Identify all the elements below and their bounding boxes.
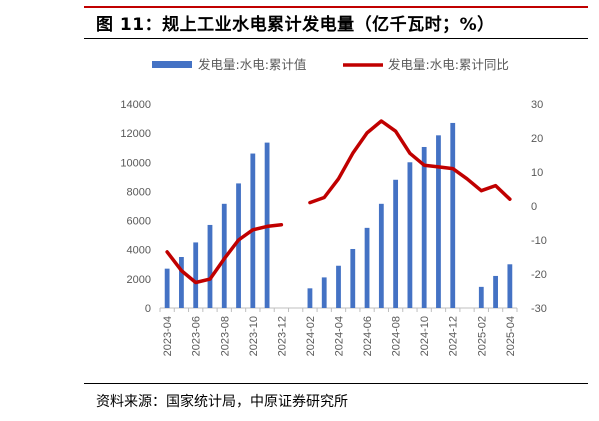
bar (393, 179, 399, 308)
y-left-tick-label: 8000 (127, 186, 151, 198)
y-left-tick-label: 10000 (120, 157, 151, 169)
bar (164, 268, 170, 308)
bar (378, 203, 384, 308)
source-rule (84, 383, 588, 384)
bar (207, 224, 213, 308)
y-right-tick-label: 0 (531, 201, 537, 213)
bar (321, 277, 327, 308)
bar (421, 146, 427, 308)
y-left-tick-label: 6000 (127, 216, 151, 228)
title-rule (84, 38, 588, 39)
chart-title: 图 11：规上工业水电累计发电量（亿千瓦时；%） (96, 15, 495, 35)
y-left-tick-label: 14000 (120, 99, 151, 111)
y-right-tick-label: -20 (531, 269, 547, 281)
bar (236, 183, 241, 308)
y-left-tick-label: 4000 (127, 245, 151, 257)
x-tick-label: 2023-10 (248, 316, 260, 356)
legend-bar-swatch (152, 61, 192, 68)
bar (193, 242, 199, 308)
y-right-tick-label: 30 (531, 99, 543, 111)
bar (478, 286, 484, 308)
bar (336, 265, 341, 308)
x-tick-label: 2023-12 (276, 316, 288, 356)
top-rule (84, 6, 588, 8)
y-left-tick-label: 12000 (120, 128, 151, 140)
bar (450, 122, 456, 308)
x-tick-label: 2025-04 (505, 316, 517, 356)
x-tick-label: 2023-06 (191, 316, 203, 356)
line-series-segment (165, 222, 284, 285)
y-right-tick-label: -10 (531, 235, 547, 247)
bar (436, 135, 441, 308)
x-tick-label: 2023-04 (162, 316, 174, 356)
x-tick-label: 2024-12 (448, 316, 460, 356)
source-note: 资料来源：国家统计局，中原证券研究所 (96, 394, 348, 410)
legend-line-label: 发电量:水电:累计同比 (388, 57, 509, 72)
bar (493, 275, 498, 308)
x-tick-label: 2024-08 (391, 316, 403, 356)
y-right-tick-label: 20 (531, 133, 543, 145)
bar (364, 227, 370, 308)
y-left-tick-label: 0 (145, 303, 151, 315)
x-tick-label: 2024-02 (305, 316, 317, 356)
bar (350, 248, 356, 308)
x-tick-label: 2025-02 (476, 316, 488, 356)
bar (307, 288, 313, 308)
y-left-tick-label: 2000 (127, 274, 151, 286)
bar (507, 264, 513, 308)
x-tick-label: 2023-08 (219, 316, 231, 356)
y-right-tick-label: 10 (531, 167, 543, 179)
y-right-tick-label: -30 (531, 303, 547, 315)
x-tick-label: 2024-10 (419, 316, 431, 356)
legend-bar-label: 发电量:水电:累计值 (198, 57, 306, 72)
bar (407, 162, 413, 308)
x-tick-label: 2024-06 (362, 316, 374, 356)
line-series-segment (308, 119, 512, 205)
x-tick-label: 2024-04 (334, 316, 346, 356)
bar (179, 257, 184, 308)
